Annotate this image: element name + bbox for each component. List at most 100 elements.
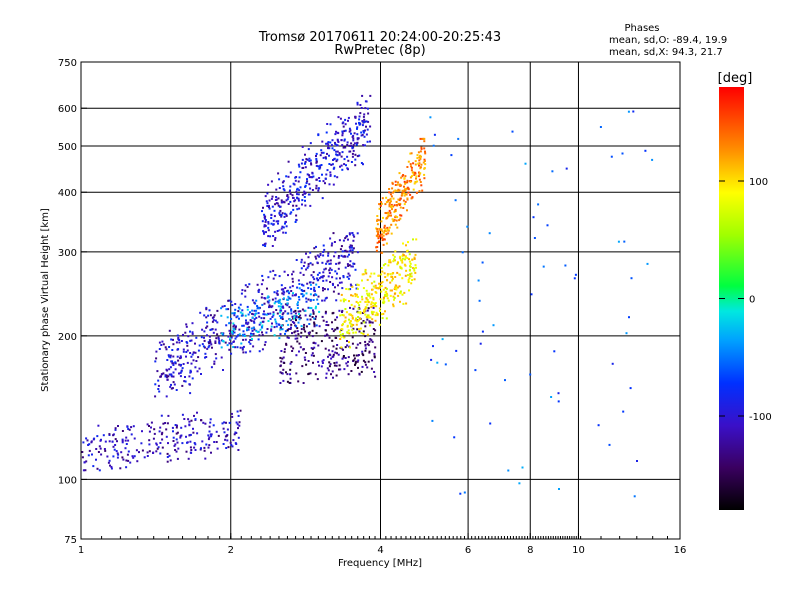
data-point	[366, 303, 369, 306]
data-point	[190, 362, 193, 365]
data-point	[209, 328, 212, 331]
data-point	[399, 214, 402, 217]
data-point	[189, 352, 192, 354]
data-point	[332, 232, 335, 235]
data-point	[178, 341, 181, 344]
data-point	[241, 348, 244, 351]
data-point	[220, 314, 223, 317]
data-point	[277, 220, 280, 223]
data-point	[364, 349, 367, 352]
data-point	[282, 368, 285, 371]
data-point	[229, 441, 232, 444]
data-point	[280, 214, 283, 217]
data-point	[398, 219, 401, 222]
data-point	[328, 361, 331, 364]
data-point	[397, 198, 400, 201]
data-point	[268, 299, 271, 302]
data-point	[276, 202, 279, 205]
data-point	[395, 204, 398, 206]
data-point	[346, 255, 349, 258]
data-point	[298, 298, 301, 301]
data-point	[164, 346, 167, 349]
data-point	[296, 208, 299, 211]
data-point	[247, 321, 250, 324]
data-point	[340, 347, 343, 350]
data-point	[348, 127, 351, 130]
data-point	[331, 339, 334, 342]
data-point	[110, 465, 113, 468]
data-point	[364, 363, 367, 366]
data-point	[262, 231, 265, 234]
data-point	[393, 255, 396, 258]
data-point	[302, 382, 305, 384]
data-point	[273, 334, 276, 337]
data-point	[288, 381, 291, 384]
data-point	[331, 312, 334, 315]
data-point	[335, 337, 338, 339]
data-point	[344, 129, 347, 132]
data-point	[403, 180, 406, 183]
data-point	[334, 143, 337, 145]
data-point	[335, 262, 338, 265]
data-point	[207, 341, 210, 344]
data-point	[308, 323, 311, 325]
data-point	[389, 261, 392, 264]
data-point	[277, 222, 279, 225]
data-point	[317, 295, 320, 298]
data-point	[360, 370, 363, 373]
data-point	[256, 331, 259, 333]
data-point	[191, 353, 194, 356]
data-point	[262, 206, 264, 209]
data-point	[240, 314, 243, 317]
data-point	[379, 204, 382, 207]
data-point	[357, 307, 360, 310]
data-point	[409, 262, 412, 265]
data-point	[379, 298, 382, 301]
data-point	[127, 439, 130, 442]
data-point	[311, 352, 314, 355]
data-point	[364, 325, 367, 328]
data-point	[331, 328, 334, 330]
data-point	[381, 317, 384, 320]
x-tick-label: 4	[377, 545, 383, 556]
data-point	[233, 340, 235, 343]
data-point	[368, 294, 371, 297]
data-point	[309, 159, 312, 162]
data-point	[296, 303, 299, 306]
data-point	[599, 126, 602, 128]
data-point	[348, 264, 351, 267]
data-point	[270, 214, 273, 217]
data-point	[206, 347, 209, 350]
data-point	[282, 306, 285, 309]
data-point	[376, 223, 379, 226]
data-point	[208, 430, 211, 433]
data-point	[208, 444, 211, 447]
data-point	[347, 356, 350, 359]
data-point	[129, 461, 132, 464]
data-point	[264, 220, 267, 223]
data-point	[212, 319, 215, 322]
data-point	[341, 324, 344, 327]
data-point	[378, 241, 380, 243]
data-point	[366, 140, 369, 143]
data-point	[273, 291, 276, 294]
data-point	[281, 328, 284, 331]
data-point	[121, 430, 124, 432]
data-point	[393, 258, 396, 261]
data-point	[333, 255, 336, 258]
data-point	[383, 226, 386, 229]
data-point	[199, 448, 202, 451]
data-point	[166, 456, 169, 458]
data-point	[386, 215, 389, 218]
data-point	[342, 146, 345, 149]
data-point	[285, 213, 288, 216]
data-point	[296, 187, 299, 190]
data-point	[200, 336, 203, 339]
data-point	[357, 301, 360, 304]
data-point	[459, 492, 462, 495]
data-point	[342, 356, 345, 359]
data-point	[333, 175, 336, 178]
data-point	[537, 203, 540, 206]
data-point	[276, 312, 279, 315]
data-point	[242, 338, 245, 341]
